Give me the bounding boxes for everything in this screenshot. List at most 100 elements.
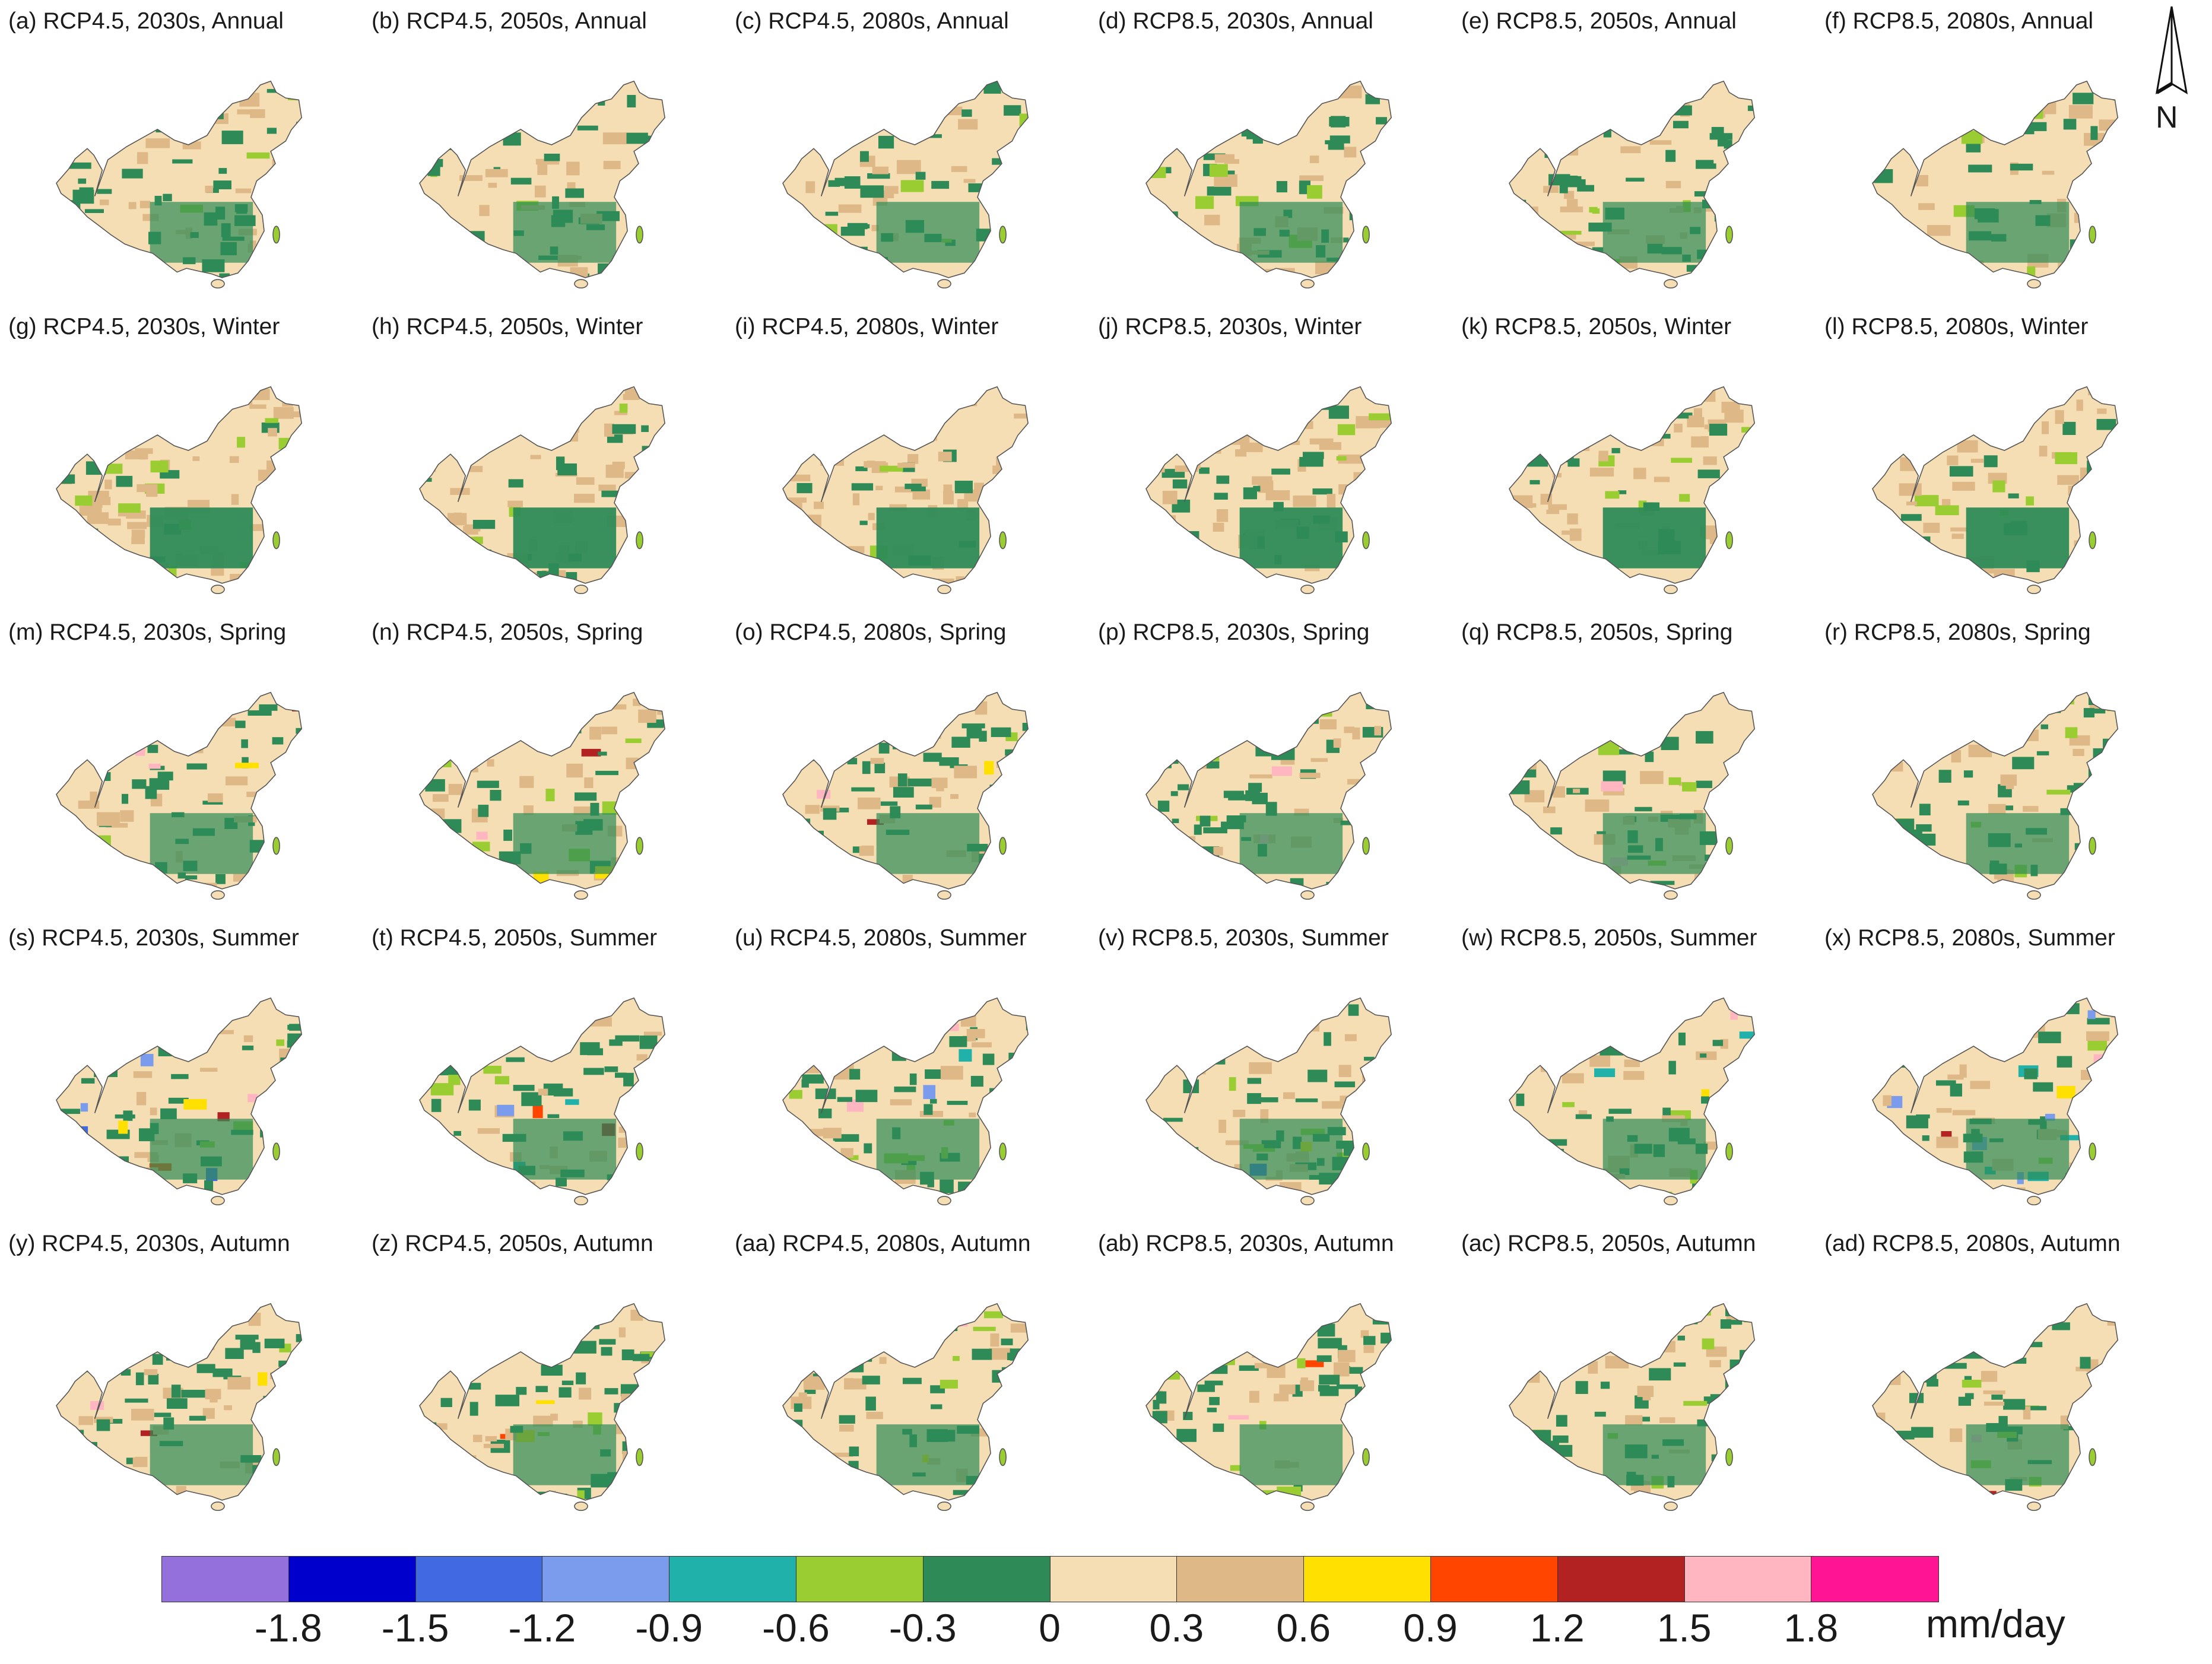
anomaly-cell [1752,431,1755,443]
anomaly-cell [1697,469,1720,478]
south-region [876,1424,980,1485]
anomaly-cell [598,101,605,106]
anomaly-cell [845,246,868,254]
anomaly-cell [1575,1326,1599,1335]
anomaly-cell [183,1099,207,1110]
anomaly-cell [86,887,111,889]
anomaly-cell [915,172,926,180]
anomaly-cell [1700,1053,1707,1058]
anomaly-cell [896,1329,907,1343]
anomaly-cell [1560,206,1583,212]
anomaly-cell [1701,579,1719,583]
anomaly-cell [880,1006,903,1017]
anomaly-cell [1231,1324,1240,1338]
anomaly-cell [142,879,163,889]
taiwan-island [636,226,643,244]
anomaly-cell [512,413,523,422]
anomaly-cell [1659,1417,1675,1423]
anomaly-cell [785,1374,803,1381]
anomaly-cell [77,397,95,409]
anomaly-cell [608,704,627,710]
country-border [419,80,665,278]
anomaly-cell [219,273,230,278]
anomaly-cell [561,430,578,442]
anomaly-cell [1729,1320,1743,1325]
anomaly-cell [157,578,169,583]
south-region [1239,813,1343,874]
anomaly-cell [1148,754,1170,767]
anomaly-cell [1891,1056,1913,1063]
anomaly-cell [858,1333,874,1339]
anomaly-cell [1640,771,1664,785]
anomaly-cell [851,787,875,792]
anomaly-cell [1382,222,1392,227]
anomaly-cell [896,415,905,428]
anomaly-cell [565,188,584,198]
anomaly-cell [485,169,508,177]
country-border [419,1303,665,1501]
anomaly-cell [1665,180,1681,189]
anomaly-cell [566,161,580,176]
anomaly-cell [1560,708,1576,719]
anomaly-cell [1749,472,1755,482]
anomaly-cell [224,1405,232,1411]
anomaly-cell [1560,126,1581,137]
anomaly-cell [2057,475,2079,485]
anomaly-cell [1557,231,1582,235]
anomaly-cell [2102,1065,2112,1069]
anomaly-cell [1661,700,1678,712]
china-map [419,997,665,1206]
anomaly-cell [1992,480,2005,493]
anomaly-cell [145,138,170,148]
anomaly-cell [574,999,581,1008]
anomaly-cell [987,1110,1011,1120]
anomaly-cell [970,1075,983,1087]
map-panel: (l) RCP8.5, 2080s, Winter [1816,306,2178,602]
anomaly-cell [604,1066,618,1072]
anomaly-cell [1363,1345,1375,1353]
anomaly-cell [249,1494,272,1500]
anomaly-cell [796,1172,814,1177]
anomaly-cell [2036,751,2049,755]
anomaly-cell [1925,262,1947,275]
anomaly-cell [72,1023,81,1037]
anomaly-cell [1173,1002,1194,1012]
anomaly-cell [126,1457,135,1465]
china-map [1145,1303,1392,1511]
anomaly-cell [2113,87,2118,101]
anomaly-cell [1678,1033,1686,1046]
anomaly-cell [1224,159,1240,164]
anomaly-cell [1210,1007,1218,1018]
anomaly-cell [935,1328,948,1335]
anomaly-cell [552,103,572,116]
anomaly-cell [1003,1196,1022,1205]
panel-title: (ab) RCP8.5, 2030s, Autumn [1098,1231,1394,1256]
anomaly-cell [252,1342,261,1353]
anomaly-cell [1210,555,1220,567]
anomaly-cell [131,258,139,271]
anomaly-cell [155,127,180,133]
anomaly-cell [1011,250,1019,265]
anomaly-cell [1316,1305,1329,1310]
anomaly-cell [809,1313,829,1322]
taiwan-island [2089,1448,2096,1466]
anomaly-cell [1317,1323,1335,1337]
colorbar-tick-label: 1.5 [1656,1606,1712,1650]
anomaly-cell [876,109,884,121]
anomaly-cell [1724,409,1744,423]
anomaly-cell [1681,890,1703,897]
anomaly-cell [1373,569,1387,576]
anomaly-cell [1182,233,1199,243]
anomaly-cell [1608,1109,1632,1114]
anomaly-cell [1380,1332,1392,1344]
anomaly-cell [1299,175,1324,181]
anomaly-cell [1962,722,1980,731]
anomaly-cell [1151,1482,1175,1497]
anomaly-cell [611,882,627,889]
map-panel: (ac) RCP8.5, 2050s, Autumn [1453,1222,1815,1519]
anomaly-cell [877,1488,887,1500]
anomaly-cell [577,125,598,131]
anomaly-cell [844,1378,867,1390]
hainan-island [574,279,588,289]
anomaly-cell [798,1392,807,1402]
